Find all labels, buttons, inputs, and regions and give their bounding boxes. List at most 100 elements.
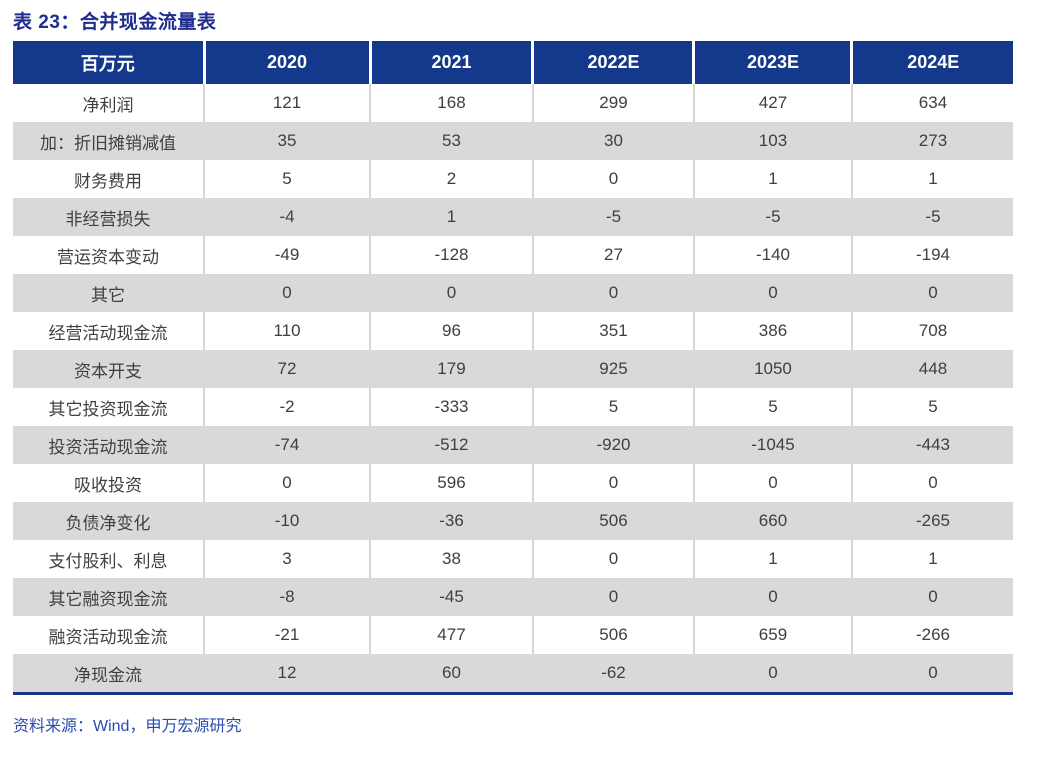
table-row: 净现金流 12 60 -62 0 0: [13, 654, 1013, 694]
row-value: 0: [203, 274, 370, 312]
row-label: 其它: [91, 285, 125, 305]
row-value: 0: [850, 578, 1013, 616]
table-row: 营运资本变动 -49 -128 27 -140 -194: [13, 236, 1013, 274]
row-label: 加：折旧摊销减值: [40, 133, 176, 153]
row-value: 179: [369, 350, 533, 388]
table-header: 百万元 2020 2021 2022E 2023E 2024E: [13, 41, 1013, 84]
row-value: 0: [531, 274, 694, 312]
row-label: 经营活动现金流: [48, 323, 168, 343]
row-value: -512: [369, 426, 533, 464]
row-value: 5: [850, 388, 1013, 426]
row-label: 其它融资现金流: [48, 589, 168, 609]
row-label: 支付股利、利息: [48, 551, 168, 571]
row-value: 506: [531, 502, 694, 540]
table-row: 资本开支 72 179 925 1050 448: [13, 350, 1013, 388]
row-value: -21: [203, 616, 370, 654]
row-value: 2: [369, 160, 533, 198]
row-value: 5: [203, 160, 370, 198]
row-value: -10: [203, 502, 370, 540]
row-value: 96: [369, 312, 533, 350]
table-row: 吸收投资 0 596 0 0 0: [13, 464, 1013, 502]
row-value: -5: [531, 198, 694, 236]
row-label: 非经营损失: [65, 209, 151, 229]
row-value: 0: [692, 274, 852, 312]
row-value: 708: [850, 312, 1013, 350]
row-value: 3: [203, 540, 370, 578]
row-value: 1: [369, 198, 533, 236]
row-value: 659: [692, 616, 852, 654]
row-value: 925: [531, 350, 694, 388]
row-value: 103: [692, 122, 852, 160]
row-value: 12: [203, 654, 370, 694]
row-value: 448: [850, 350, 1013, 388]
row-value: 660: [692, 502, 852, 540]
row-value: 1: [850, 540, 1013, 578]
header-cell: 2023E: [692, 41, 852, 84]
row-value: 0: [692, 578, 852, 616]
table-body: 净利润 121 168 299 427 634 加：折旧摊销减值 35 53 30 103 27…: [13, 84, 1013, 694]
row-label: 营运资本变动: [57, 247, 159, 267]
row-value: 427: [692, 84, 852, 122]
row-value: 596: [369, 464, 533, 502]
row-value: 0: [850, 464, 1013, 502]
row-value: 168: [369, 84, 533, 122]
table-row: 负债净变化 -10 -36 506 660 -265: [13, 502, 1013, 540]
row-label: 投资活动现金流: [48, 437, 168, 457]
row-label: 财务费用: [74, 171, 142, 191]
row-value: 53: [369, 122, 533, 160]
row-label: 融资活动现金流: [48, 627, 168, 647]
row-value: 0: [203, 464, 370, 502]
row-value: -140: [692, 236, 852, 274]
row-value: 273: [850, 122, 1013, 160]
table-row: 净利润 121 168 299 427 634: [13, 84, 1013, 122]
table-row: 经营活动现金流 110 96 351 386 708: [13, 312, 1013, 350]
row-value: 0: [531, 578, 694, 616]
row-value: -2: [203, 388, 370, 426]
row-value: 0: [692, 464, 852, 502]
row-label: 其它投资现金流: [48, 399, 168, 419]
row-value: 0: [692, 654, 852, 694]
header-cell: 2022E: [531, 41, 694, 84]
table-row: 其它融资现金流 -8 -45 0 0 0: [13, 578, 1013, 616]
row-value: -920: [531, 426, 694, 464]
row-value: 38: [369, 540, 533, 578]
table-row: 非经营损失 -4 1 -5 -5 -5: [13, 198, 1013, 236]
row-value: -49: [203, 236, 370, 274]
row-value: -266: [850, 616, 1013, 654]
row-value: -62: [531, 654, 694, 694]
table-row: 加：折旧摊销减值 35 53 30 103 273: [13, 122, 1013, 160]
header-cell: 2021: [368, 41, 533, 84]
cash-flow-table: 百万元 2020 2021 2022E 2023E 2024E 净利润 121 168 299…: [13, 41, 1013, 695]
row-value: -333: [369, 388, 533, 426]
row-value: 506: [531, 616, 694, 654]
row-value: 477: [369, 616, 533, 654]
row-value: 1050: [692, 350, 852, 388]
row-value: -265: [850, 502, 1013, 540]
row-value: -8: [203, 578, 370, 616]
row-value: -5: [850, 198, 1013, 236]
row-label: 净利润: [82, 95, 134, 115]
row-label: 净现金流: [74, 665, 142, 685]
row-value: -443: [850, 426, 1013, 464]
row-value: 299: [531, 84, 694, 122]
row-value: 0: [850, 274, 1013, 312]
row-value: 0: [531, 540, 694, 578]
row-value: 634: [850, 84, 1013, 122]
row-value: 351: [531, 312, 694, 350]
source-note: 资料来源：Wind，申万宏源研究: [13, 718, 242, 735]
row-value: -4: [203, 198, 370, 236]
row-value: 27: [531, 236, 694, 274]
row-value: 1: [692, 160, 852, 198]
table-title: 表 23：合并现金流量表: [13, 12, 217, 33]
row-value: -74: [203, 426, 370, 464]
row-label: 吸收投资: [74, 475, 142, 495]
row-value: 35: [203, 122, 370, 160]
row-value: 60: [369, 654, 533, 694]
row-value: 0: [850, 654, 1013, 694]
row-value: 110: [203, 312, 370, 350]
table-row: 融资活动现金流 -21 477 506 659 -266: [13, 616, 1013, 654]
row-label: 负债净变化: [65, 513, 151, 533]
header-cell: 2024E: [850, 41, 1013, 84]
